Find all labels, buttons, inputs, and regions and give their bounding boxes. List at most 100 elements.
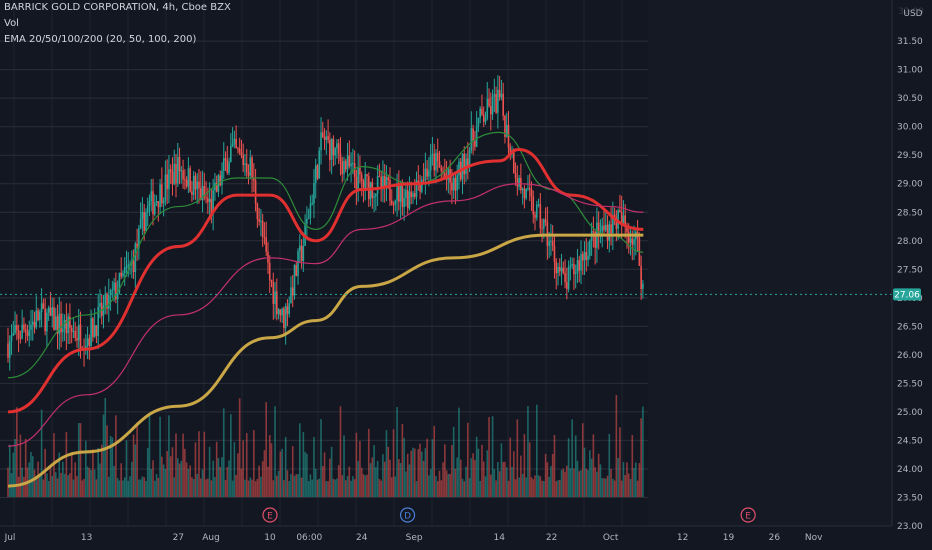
time-tick-label: 14 xyxy=(494,533,506,543)
volume-bar xyxy=(332,478,335,497)
candle-body xyxy=(300,245,303,261)
volume-bar xyxy=(357,461,359,497)
volume-bar xyxy=(336,478,338,497)
volume-layer xyxy=(7,395,644,497)
legend-volume[interactable]: Vol xyxy=(4,18,19,29)
volume-bar xyxy=(132,434,135,497)
candle-body xyxy=(498,89,501,98)
candle-body xyxy=(268,262,271,280)
volume-bar xyxy=(291,446,294,497)
volume-bar xyxy=(224,479,227,497)
volume-bar xyxy=(148,414,151,497)
candle-body xyxy=(585,252,588,260)
volume-bar xyxy=(617,457,619,497)
volume-bar xyxy=(30,452,32,497)
candle-body xyxy=(484,118,487,122)
candle-body xyxy=(341,161,344,174)
volume-bar xyxy=(521,473,524,497)
ema-line-200 xyxy=(7,233,644,488)
candle-body xyxy=(7,343,9,358)
candle-body xyxy=(320,132,322,151)
candle-body xyxy=(507,124,510,148)
candle-body xyxy=(39,311,41,320)
volume-bar xyxy=(299,423,301,497)
volume-bar xyxy=(169,456,172,497)
volume-bar xyxy=(284,437,287,497)
volume-bar xyxy=(244,479,246,497)
candle-body xyxy=(431,153,434,156)
volume-bar xyxy=(509,437,512,497)
candle-body xyxy=(541,228,543,230)
volume-bar xyxy=(390,477,393,497)
volume-bar xyxy=(373,445,375,497)
volume-bar xyxy=(635,462,637,497)
volume-bar xyxy=(528,442,531,497)
ema-layer xyxy=(7,131,644,488)
volume-bar xyxy=(523,434,526,497)
event-marker-earnings[interactable]: E xyxy=(740,507,756,523)
volume-bar xyxy=(297,474,299,497)
candle-body xyxy=(350,163,352,167)
candle-body xyxy=(597,222,600,235)
volume-bar xyxy=(164,469,167,497)
candle-body xyxy=(472,128,474,141)
candle-body xyxy=(274,291,276,304)
last-price-value: 27.06 xyxy=(894,290,920,300)
volume-bar xyxy=(495,480,497,497)
candle-body xyxy=(422,179,425,181)
candle-body xyxy=(157,201,160,208)
candle-body xyxy=(640,265,642,289)
candle-body xyxy=(141,212,144,219)
legend-symbol[interactable]: BARRICK GOLD CORPORATION, 4h, Cboe BZX xyxy=(4,2,231,13)
volume-bar xyxy=(516,419,519,497)
candle-body xyxy=(109,290,112,296)
volume-bar xyxy=(541,480,543,497)
candle-body xyxy=(629,238,632,243)
candle-body xyxy=(594,231,596,248)
volume-bar xyxy=(97,447,99,497)
volume-bar xyxy=(626,462,628,497)
candle-body xyxy=(608,224,611,241)
price-tick-label: 30.00 xyxy=(897,123,923,133)
candle-body xyxy=(169,169,172,172)
candle-body xyxy=(592,231,595,233)
candle-body xyxy=(583,252,586,261)
volume-bar xyxy=(196,473,199,497)
candle-body xyxy=(463,153,466,175)
event-marker-earnings[interactable]: E xyxy=(262,507,278,523)
time-axis[interactable]: Jul 13 27 Aug 10 06:00 24 Sep 14 22 Oct 12 19 26 Nov xyxy=(4,533,824,543)
event-marker-dividend[interactable]: D xyxy=(399,507,416,523)
candle-body xyxy=(297,250,299,276)
candle-body xyxy=(451,182,453,191)
volume-bar xyxy=(383,461,386,497)
legend-ema[interactable]: EMA 20/50/100/200 (20, 50, 100, 200) xyxy=(4,34,197,45)
candle-body xyxy=(367,176,370,200)
volume-bar xyxy=(62,461,64,497)
candle-body xyxy=(12,332,15,336)
volume-bar xyxy=(329,458,331,497)
volume-bar xyxy=(436,481,439,497)
candle-body xyxy=(88,338,91,346)
volume-bar xyxy=(79,423,82,497)
volume-bar xyxy=(433,425,436,497)
volume-bar xyxy=(459,459,462,497)
volume-bar xyxy=(419,443,421,497)
volume-bar xyxy=(311,479,313,497)
volume-bar xyxy=(77,422,80,497)
candle-body xyxy=(497,89,499,113)
candle-body xyxy=(530,189,533,197)
volume-bar xyxy=(380,480,382,497)
volume-bar xyxy=(17,476,20,497)
volume-bar xyxy=(180,460,183,497)
candle-body xyxy=(231,143,234,147)
time-tick-label: 06:00 xyxy=(296,533,322,543)
candle-body xyxy=(403,197,405,208)
candle-body xyxy=(373,196,375,198)
last-price-tag: 27.06 xyxy=(893,288,921,301)
volume-bar xyxy=(268,435,271,497)
candle-body xyxy=(53,307,55,330)
volume-bar xyxy=(502,461,504,497)
volume-bar xyxy=(636,480,639,497)
